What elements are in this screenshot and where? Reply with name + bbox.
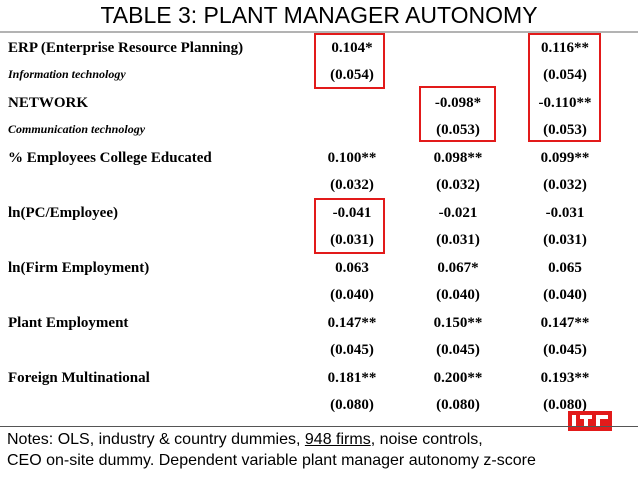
highlight-box-pc-col1	[314, 198, 385, 254]
row-sublabel-network: Communication technology	[8, 122, 146, 136]
cell-erp-col1-se: (0.054)	[330, 67, 374, 83]
cell-plant-col3-se: (0.045)	[543, 342, 587, 358]
cell-pc-col3-se: (0.031)	[543, 232, 587, 248]
row-label-erp: ERP (Enterprise Resource Planning)	[8, 40, 244, 56]
cell-plant-col2-se: (0.045)	[436, 342, 480, 358]
cell-firm-col2: 0.067*	[437, 260, 479, 276]
cell-firm-col3-se: (0.040)	[543, 287, 587, 303]
cell-pc-col2: -0.021	[438, 205, 478, 221]
notes-divider	[0, 426, 638, 427]
firms-count-text: 948 firms	[304, 431, 371, 448]
cell-network-col3: -0.110**	[538, 95, 592, 111]
notes-line-2: CEO on-site dummy. Dependent variable pl…	[7, 452, 536, 469]
row-label-plant-employment: Plant Employment	[8, 315, 129, 331]
cell-network-col3-se: (0.053)	[543, 122, 587, 138]
row-label-network: NETWORK	[8, 95, 89, 111]
cell-network-col2: -0.098*	[434, 95, 482, 111]
cell-erp-col3-se: (0.054)	[543, 67, 587, 83]
cell-foreign-col2: 0.200**	[433, 370, 483, 386]
cell-network-col2-se: (0.053)	[436, 122, 480, 138]
cell-pc-col1-se: (0.031)	[330, 232, 374, 248]
cell-erp-col1: 0.104*	[331, 40, 373, 56]
row-label-foreign-multinational: Foreign Multinational	[8, 370, 150, 386]
highlight-box-erp-col1	[314, 33, 385, 89]
row-label-firm-employment: ln(Firm Employment)	[8, 260, 150, 276]
title-divider	[0, 31, 638, 33]
cell-erp-col3: 0.116**	[541, 40, 589, 56]
cell-college-col2-se: (0.032)	[436, 177, 480, 193]
red-logo-icon	[568, 411, 612, 431]
cell-college-col3-se: (0.032)	[543, 177, 587, 193]
cell-firm-col2-se: (0.040)	[436, 287, 480, 303]
cell-plant-col1-se: (0.045)	[330, 342, 374, 358]
cell-pc-col1: -0.041	[332, 205, 372, 221]
cell-pc-col2-se: (0.031)	[436, 232, 480, 248]
row-label-college: % Employees College Educated	[8, 150, 212, 166]
cell-college-col1: 0.100**	[327, 150, 377, 166]
cell-plant-col2: 0.150**	[433, 315, 483, 331]
cell-pc-col3: -0.031	[545, 205, 585, 221]
table-title: TABLE 3: PLANT MANAGER AUTONOMY	[100, 2, 538, 28]
cell-foreign-col3-se: (0.080)	[543, 397, 587, 413]
cell-college-col1-se: (0.032)	[330, 177, 374, 193]
cell-foreign-col1: 0.181**	[327, 370, 377, 386]
cell-foreign-col2-se: (0.080)	[436, 397, 480, 413]
cell-foreign-col3: 0.193**	[540, 370, 590, 386]
cell-college-col3: 0.099**	[540, 150, 590, 166]
notes-line-1: Notes: OLS, industry & country dummies, …	[7, 431, 483, 448]
highlight-box-col3	[528, 33, 601, 142]
cell-plant-col1: 0.147**	[327, 315, 377, 331]
cell-firm-col1-se: (0.040)	[330, 287, 374, 303]
row-label-pc-employee: ln(PC/Employee)	[8, 205, 118, 221]
cell-foreign-col1-se: (0.080)	[330, 397, 374, 413]
highlight-box-network-col2	[419, 86, 496, 142]
row-sublabel-erp: Information technology	[8, 67, 126, 81]
cell-firm-col3: 0.065	[548, 260, 582, 276]
cell-plant-col3: 0.147**	[540, 315, 590, 331]
cell-college-col2: 0.098**	[433, 150, 483, 166]
cell-firm-col1: 0.063	[335, 260, 369, 276]
